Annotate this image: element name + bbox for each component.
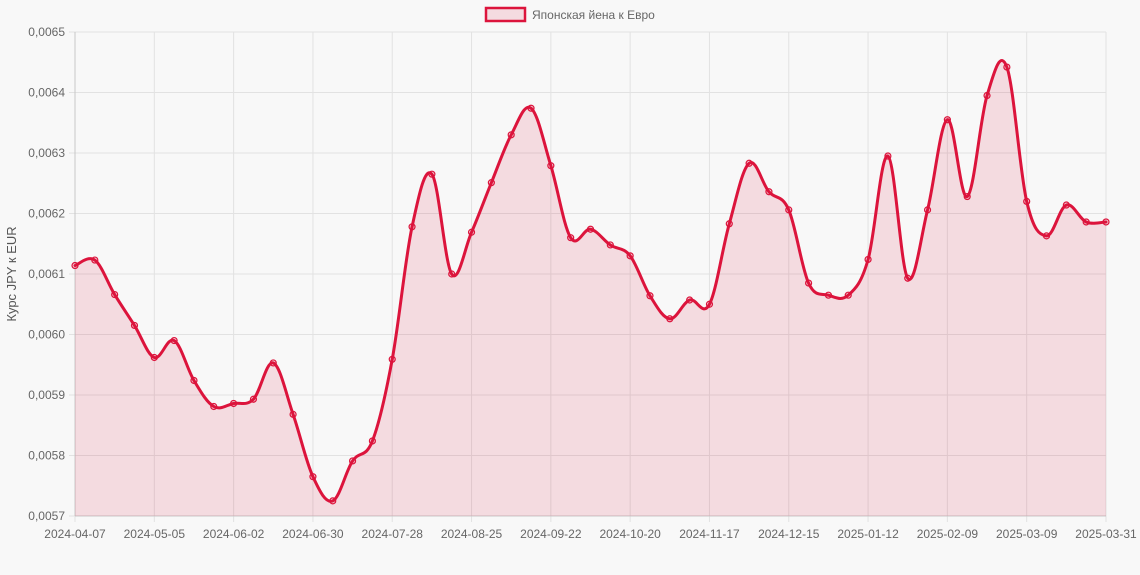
data-point[interactable] [269,359,277,367]
y-tick-label: 0,0060 [28,328,65,342]
data-point[interactable] [804,279,813,287]
data-point[interactable] [705,300,714,308]
data-point[interactable] [408,223,416,231]
data-point[interactable] [1062,201,1070,209]
data-point[interactable] [785,206,793,214]
y-tick-label: 0,0063 [28,146,65,160]
data-point[interactable] [329,497,337,505]
data-point[interactable] [130,321,139,330]
data-point[interactable] [210,402,218,411]
y-tick-label: 0,0058 [28,449,65,463]
x-tick-label: 2024-06-02 [203,527,265,541]
data-point[interactable] [467,228,476,236]
data-point[interactable] [923,206,932,214]
data-point[interactable] [507,131,515,139]
y-tick-label: 0,0065 [28,25,65,39]
data-point[interactable] [170,336,178,345]
data-point[interactable] [368,437,377,445]
data-point[interactable] [428,170,436,178]
data-point[interactable] [309,473,317,481]
data-point[interactable] [547,162,555,170]
data-point[interactable] [1023,197,1031,205]
data-point[interactable] [1102,218,1110,226]
data-point[interactable] [150,353,158,362]
series-line-path [73,59,1108,503]
data-point[interactable] [745,159,753,167]
x-tick-label: 2024-08-25 [441,527,503,541]
x-tick-label: 2025-02-09 [917,527,979,541]
data-point[interactable] [765,188,773,196]
series-area-fill [75,60,1106,516]
y-tick-label: 0,0059 [28,388,65,402]
data-point[interactable] [646,292,654,300]
data-point[interactable] [388,355,396,363]
data-point[interactable] [190,376,198,385]
data-point[interactable] [884,152,892,160]
x-tick-label: 2024-09-22 [520,527,582,541]
legend[interactable]: Японская йена к Евро [484,6,655,23]
y-tick-label: 0,0057 [28,509,65,523]
data-point[interactable] [904,274,912,282]
x-axis-ticks: 2024-04-07 2024-05-05 2024-06-02 2024-06-30… [44,527,1137,541]
data-point[interactable] [71,261,79,270]
x-tick-label: 2025-03-09 [996,527,1058,541]
data-point[interactable] [983,91,991,100]
data-points [71,63,1110,505]
data-point[interactable] [1003,63,1011,71]
data-point[interactable] [567,234,575,242]
legend-label[interactable]: Японская йена к Евро [532,8,655,22]
data-point[interactable] [943,116,951,124]
data-point[interactable] [289,410,297,418]
x-tick-label: 2025-01-12 [837,527,899,541]
x-tick-label: 2024-12-15 [758,527,820,541]
data-point[interactable] [487,179,495,187]
data-point[interactable] [111,290,119,299]
data-point[interactable] [725,220,733,228]
data-point[interactable] [844,291,852,299]
data-point[interactable] [448,270,456,278]
legend-swatch[interactable] [484,6,527,23]
x-tick-label: 2024-10-20 [599,527,661,541]
data-point[interactable] [1042,232,1051,240]
y-axis-title: Курс JPY к EUR [4,226,19,321]
data-point[interactable] [686,296,694,304]
x-tick-label: 2025-03-31 [1075,527,1137,541]
x-tick-label: 2024-07-28 [362,527,424,541]
x-tick-label: 2024-05-05 [124,527,186,541]
x-tick-label: 2024-04-07 [44,527,106,541]
data-point[interactable] [606,241,614,249]
series-area [75,60,1106,516]
data-point[interactable] [249,395,258,403]
series-line [73,59,1108,503]
data-point[interactable] [824,291,833,299]
data-point[interactable] [963,192,971,201]
grid-lines [69,31,1107,522]
data-point[interactable] [91,256,99,264]
y-axis-ticks: 0,0065 0,0064 0,0063 0,0062 0,0061 0,0060 0,00… [28,25,65,523]
data-point[interactable] [666,315,674,323]
data-point[interactable] [586,225,595,233]
x-tick-label: 2024-06-30 [282,527,344,541]
data-point[interactable] [230,399,238,408]
y-tick-label: 0,0064 [28,86,65,100]
data-point[interactable] [626,252,634,260]
data-point[interactable] [1082,218,1090,226]
data-point[interactable] [864,255,872,264]
y-tick-label: 0,0062 [28,207,65,221]
data-point[interactable] [527,104,535,112]
data-point[interactable] [348,457,357,465]
y-tick-label: 0,0061 [28,267,65,281]
x-tick-label: 2024-11-17 [679,527,740,541]
